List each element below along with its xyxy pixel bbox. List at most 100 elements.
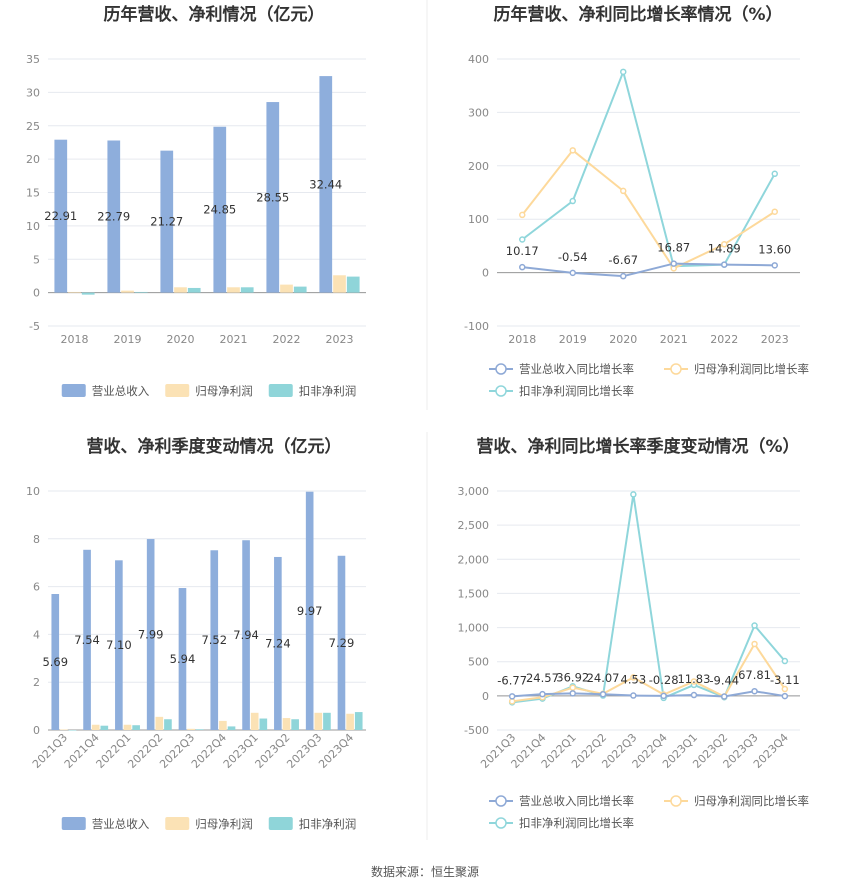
series-line-3 xyxy=(521,68,776,268)
point-value-label: 24.07 xyxy=(587,671,620,685)
y-tick-label: 4 xyxy=(33,628,40,641)
chart-title: 历年营收、净利情况（亿元） xyxy=(104,4,325,25)
bar-2 xyxy=(187,728,195,730)
x-tick-label: 2019 xyxy=(114,333,142,346)
y-tick-label: 2 xyxy=(33,676,40,689)
bar-1 xyxy=(178,588,187,730)
bar-1 xyxy=(274,556,282,730)
point-2 xyxy=(690,678,698,685)
point-2 xyxy=(569,147,576,154)
legend-label-1: 营业总收入 xyxy=(92,384,150,398)
point-2 xyxy=(569,684,576,691)
y-tick-label: 1,000 xyxy=(458,622,490,635)
x-tick-label: 2021 xyxy=(220,333,248,346)
legend-marker-1 xyxy=(495,363,507,375)
chart-title: 营收、净利同比增长率季度变动情况（%） xyxy=(476,436,799,457)
bar-1 xyxy=(213,126,227,293)
bar-3 xyxy=(227,726,236,730)
point-3 xyxy=(781,657,789,665)
bar-3 xyxy=(346,276,360,293)
y-tick-label: 35 xyxy=(26,53,40,66)
y-tick-label: -5 xyxy=(29,320,40,333)
point-1 xyxy=(569,690,576,697)
bar-2 xyxy=(333,275,346,293)
x-tick-label: 2018 xyxy=(61,333,89,346)
bar-2 xyxy=(219,720,227,730)
bar-2 xyxy=(280,284,293,293)
legend-label-2: 归母净利润 xyxy=(195,384,253,398)
point-value-label: 4.53 xyxy=(621,673,647,687)
point-value-label: -0.28 xyxy=(649,673,679,687)
y-tick-label: 100 xyxy=(468,213,489,226)
point-1 xyxy=(599,690,607,698)
bar-value-label: 7.24 xyxy=(265,636,291,650)
bar-2 xyxy=(282,718,291,730)
legend-swatch-1 xyxy=(61,817,86,830)
x-tick-label: 2019 xyxy=(559,333,587,346)
y-tick-label: 2,000 xyxy=(458,553,490,566)
bar-3 xyxy=(100,725,109,730)
point-value-label: 36.92 xyxy=(556,670,589,684)
x-tick-label: 2022 xyxy=(710,333,738,346)
bar-2 xyxy=(346,713,354,730)
y-tick-label: 20 xyxy=(26,153,40,166)
point-value-label: 67.81 xyxy=(738,668,771,682)
bar-3 xyxy=(81,292,95,295)
legend-swatch-2 xyxy=(165,384,190,397)
bar-3 xyxy=(195,729,204,730)
x-tick-label: 2023 xyxy=(326,333,354,346)
legend-swatch-3 xyxy=(268,817,293,830)
point-value-label: -6.77 xyxy=(497,673,527,687)
bar-3 xyxy=(291,719,299,730)
x-tick-label: 2023 xyxy=(761,333,789,346)
bar-3 xyxy=(164,719,172,730)
bar-3 xyxy=(259,718,268,730)
legend-label-1: 营业总收入同比增长率 xyxy=(519,362,634,376)
point-1 xyxy=(670,260,677,267)
point-1 xyxy=(781,692,789,700)
point-value-label: -0.54 xyxy=(558,250,588,264)
bar-1 xyxy=(115,560,123,730)
source-note: 数据来源：恒生聚源 xyxy=(371,864,479,879)
point-1 xyxy=(539,690,546,698)
y-tick-label: 3,000 xyxy=(458,485,490,498)
point-1 xyxy=(508,693,516,700)
x-tick-label: 2020 xyxy=(167,333,195,346)
bar-value-label: 7.99 xyxy=(138,628,164,642)
chart-title: 历年营收、净利同比增长率情况（%） xyxy=(493,4,782,25)
point-value-label: -9.44 xyxy=(709,674,739,688)
bar-1 xyxy=(51,594,60,730)
point-2 xyxy=(519,211,526,219)
legend-label-2: 归母净利润 xyxy=(195,817,253,831)
bar-1 xyxy=(210,550,219,730)
bar-2 xyxy=(123,724,132,730)
bar-2 xyxy=(174,287,187,293)
bar-3 xyxy=(323,712,331,730)
point-3 xyxy=(519,236,526,243)
x-tick-label: 2018 xyxy=(508,333,536,346)
y-tick-label: 500 xyxy=(468,656,489,669)
point-1 xyxy=(721,693,728,700)
x-tick-label: 2021 xyxy=(660,333,688,346)
point-value-label: 13.60 xyxy=(758,242,791,256)
point-1 xyxy=(630,692,637,699)
point-3 xyxy=(771,170,778,178)
y-tick-label: 10 xyxy=(26,485,40,498)
y-tick-label: 25 xyxy=(26,120,40,133)
point-value-label: 14.89 xyxy=(708,242,741,256)
bar-2 xyxy=(68,291,81,293)
bar-3 xyxy=(293,286,307,293)
point-2 xyxy=(781,685,789,693)
x-tick-label: 2022 xyxy=(273,333,301,346)
point-1 xyxy=(620,272,627,280)
y-tick-label: 15 xyxy=(26,187,40,200)
point-2 xyxy=(620,187,627,195)
y-tick-label: -100 xyxy=(464,320,489,333)
bar-value-label: 22.79 xyxy=(97,210,130,224)
y-tick-label: 2,500 xyxy=(458,519,490,532)
bar-value-label: 7.10 xyxy=(106,638,132,652)
y-tick-label: 0 xyxy=(33,724,40,737)
bar-2 xyxy=(250,712,259,730)
x-tick-label: 2020 xyxy=(609,333,637,346)
